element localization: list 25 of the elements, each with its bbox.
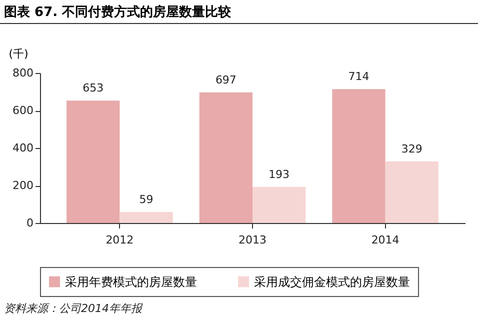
legend-label: 采用成交佣金模式的房屋数量 [254, 274, 410, 289]
data-label: 329 [401, 142, 422, 156]
bar [120, 212, 173, 223]
x-tick-label: 2014 [371, 234, 400, 246]
bar [332, 89, 386, 223]
legend-label: 采用年费模式的房屋数量 [65, 274, 197, 289]
data-label: 697 [215, 73, 236, 86]
y-tick-label: 0 [26, 216, 34, 230]
data-label: 714 [348, 70, 370, 84]
y-axis-title: (千) [8, 48, 28, 60]
x-tick-label: 2012 [106, 234, 134, 246]
bar [199, 92, 252, 223]
y-tick-label: 600 [12, 104, 34, 117]
bar [252, 186, 306, 223]
bar [385, 161, 438, 223]
y-tick-label: 400 [12, 142, 34, 154]
data-label: 59 [139, 192, 154, 206]
x-tick-label: 2013 [238, 234, 266, 246]
chart-title: 图表 67. 不同付费方式的房屋数量比较 [0, 0, 478, 24]
data-label: 193 [268, 168, 290, 181]
data-label: 653 [82, 82, 104, 95]
bar [66, 100, 120, 223]
text: 资料来源：公司2014年年报 [3, 301, 144, 316]
y-tick-label: 800 [12, 66, 34, 80]
y-tick-label: 200 [12, 179, 34, 192]
